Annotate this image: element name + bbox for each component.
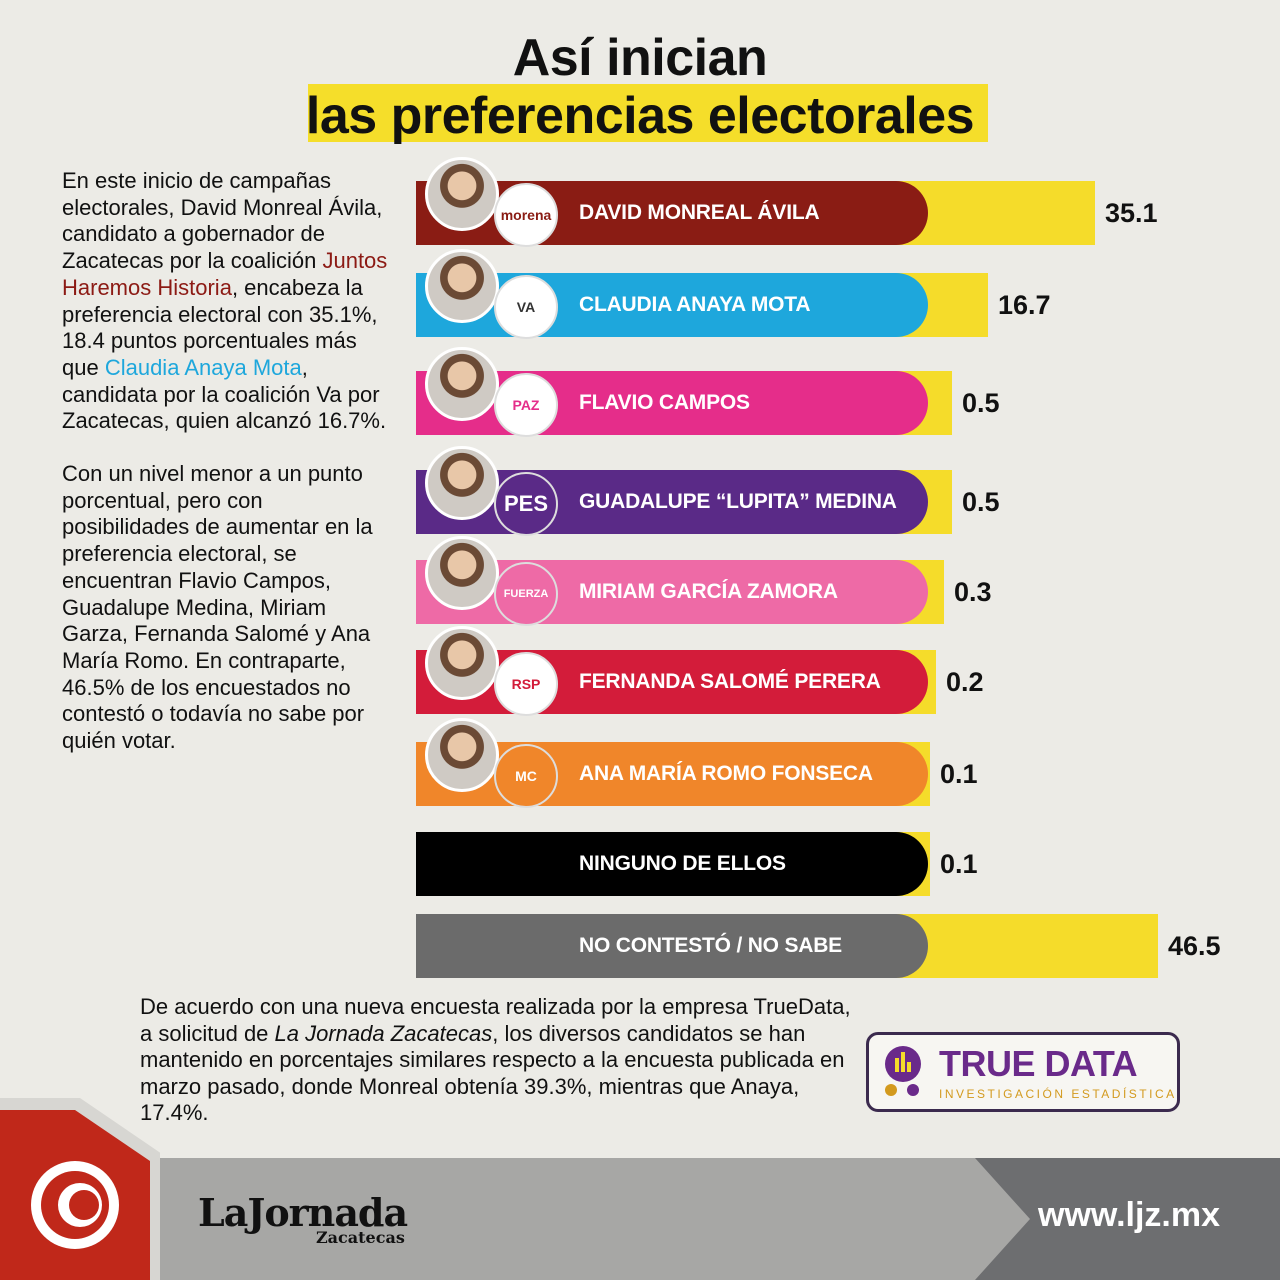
bar-value-label: 0.2	[946, 667, 984, 697]
jornada-brand: LaJornada	[198, 1190, 408, 1235]
bar-value-label: 0.1	[940, 759, 978, 789]
claudia-anaya-link: Claudia Anaya Mota	[104, 354, 302, 380]
candidate-photo	[425, 536, 499, 610]
bar-value-label: 0.3	[954, 577, 992, 607]
candidate-photo	[425, 249, 499, 323]
party-logo-mark: RSP	[511, 676, 541, 692]
bar-label: FERNANDA SALOMÉ PERERA	[579, 670, 881, 693]
party-logo-icon: VA	[494, 275, 558, 339]
truedata-logo: TRUE DATA INVESTIGACIÓN ESTADÍSTICA	[866, 1032, 1180, 1112]
coalition-juntos-link: Juntos Haremos Historia	[62, 248, 388, 300]
sun-logo-icon	[31, 1161, 119, 1249]
intro-text: En este inicio de campañas electorales, …	[62, 168, 392, 781]
bar-label: ANA MARÍA ROMO FONSECA	[579, 762, 873, 785]
party-logo-icon: morena	[494, 183, 558, 247]
newspaper-name: La Jornada Zacatecas	[274, 1020, 493, 1046]
bar	[416, 914, 928, 978]
candidate-photo	[425, 446, 499, 520]
candidate-photo	[425, 347, 499, 421]
party-logo-icon: RSP	[494, 652, 558, 716]
website-url[interactable]: www.ljz.mx	[1038, 1196, 1221, 1234]
bar-label: GUADALUPE “LUPITA” MEDINA	[579, 490, 897, 513]
bar-value-label: 0.5	[962, 487, 1000, 517]
party-logo-icon: FUERZA	[494, 562, 558, 626]
bar-value-label: 35.1	[1105, 198, 1158, 228]
party-logo-mark: MC	[515, 768, 537, 784]
truedata-title: TRUE DATA	[939, 1043, 1138, 1084]
party-logo-icon: PES	[494, 472, 558, 536]
party-logo-mark: morena	[500, 207, 552, 223]
bar-label: MIRIAM GARCÍA ZAMORA	[579, 580, 838, 603]
party-logo-icon: PAZ	[494, 373, 558, 437]
bar-value-label: 46.5	[1168, 931, 1221, 961]
bar-label: DAVID MONREAL ÁVILA	[579, 201, 820, 224]
bottom-text: De acuerdo con una nueva encuesta realiz…	[140, 994, 851, 1125]
intro-paragraph-1: En este inicio de campañas electorales, …	[62, 168, 388, 434]
party-logo-mark: PES	[503, 491, 549, 516]
truedata-icon	[885, 1046, 921, 1096]
party-logo-mark: FUERZA	[503, 588, 549, 600]
bar-value-label: 0.5	[962, 388, 1000, 418]
bar-label: NINGUNO DE ELLOS	[579, 852, 786, 875]
candidate-photo	[425, 626, 499, 700]
bar-value-label: 16.7	[998, 290, 1051, 320]
bar-value-label: 0.1	[940, 849, 978, 879]
party-logo-mark: VA	[516, 299, 536, 315]
intro-paragraph-2: Con un nivel menor a un punto porcentual…	[62, 461, 373, 754]
bar-label: NO CONTESTÓ / NO SABE	[579, 934, 842, 957]
party-logo-mark: PAZ	[512, 397, 540, 413]
title-line-2: las preferencias electorales	[300, 84, 989, 144]
page-title: Así inician las preferencias electorales	[0, 30, 1280, 144]
truedata-subtitle: INVESTIGACIÓN ESTADÍSTICA	[939, 1087, 1177, 1101]
preference-bar-chart: DAVID MONREAL ÁVILA 35.1 morena CLAUDIA ANA…	[416, 157, 1221, 978]
bar-label: FLAVIO CAMPOS	[579, 391, 750, 414]
title-line-1: Así inician	[512, 29, 768, 87]
candidate-photo	[425, 157, 499, 231]
party-logo-icon: MC	[494, 744, 558, 808]
bar	[416, 832, 928, 896]
bar-label: CLAUDIA ANAYA MOTA	[579, 293, 811, 316]
candidate-photo	[425, 718, 499, 792]
jornada-brand-sub: Zacatecas	[316, 1228, 405, 1247]
